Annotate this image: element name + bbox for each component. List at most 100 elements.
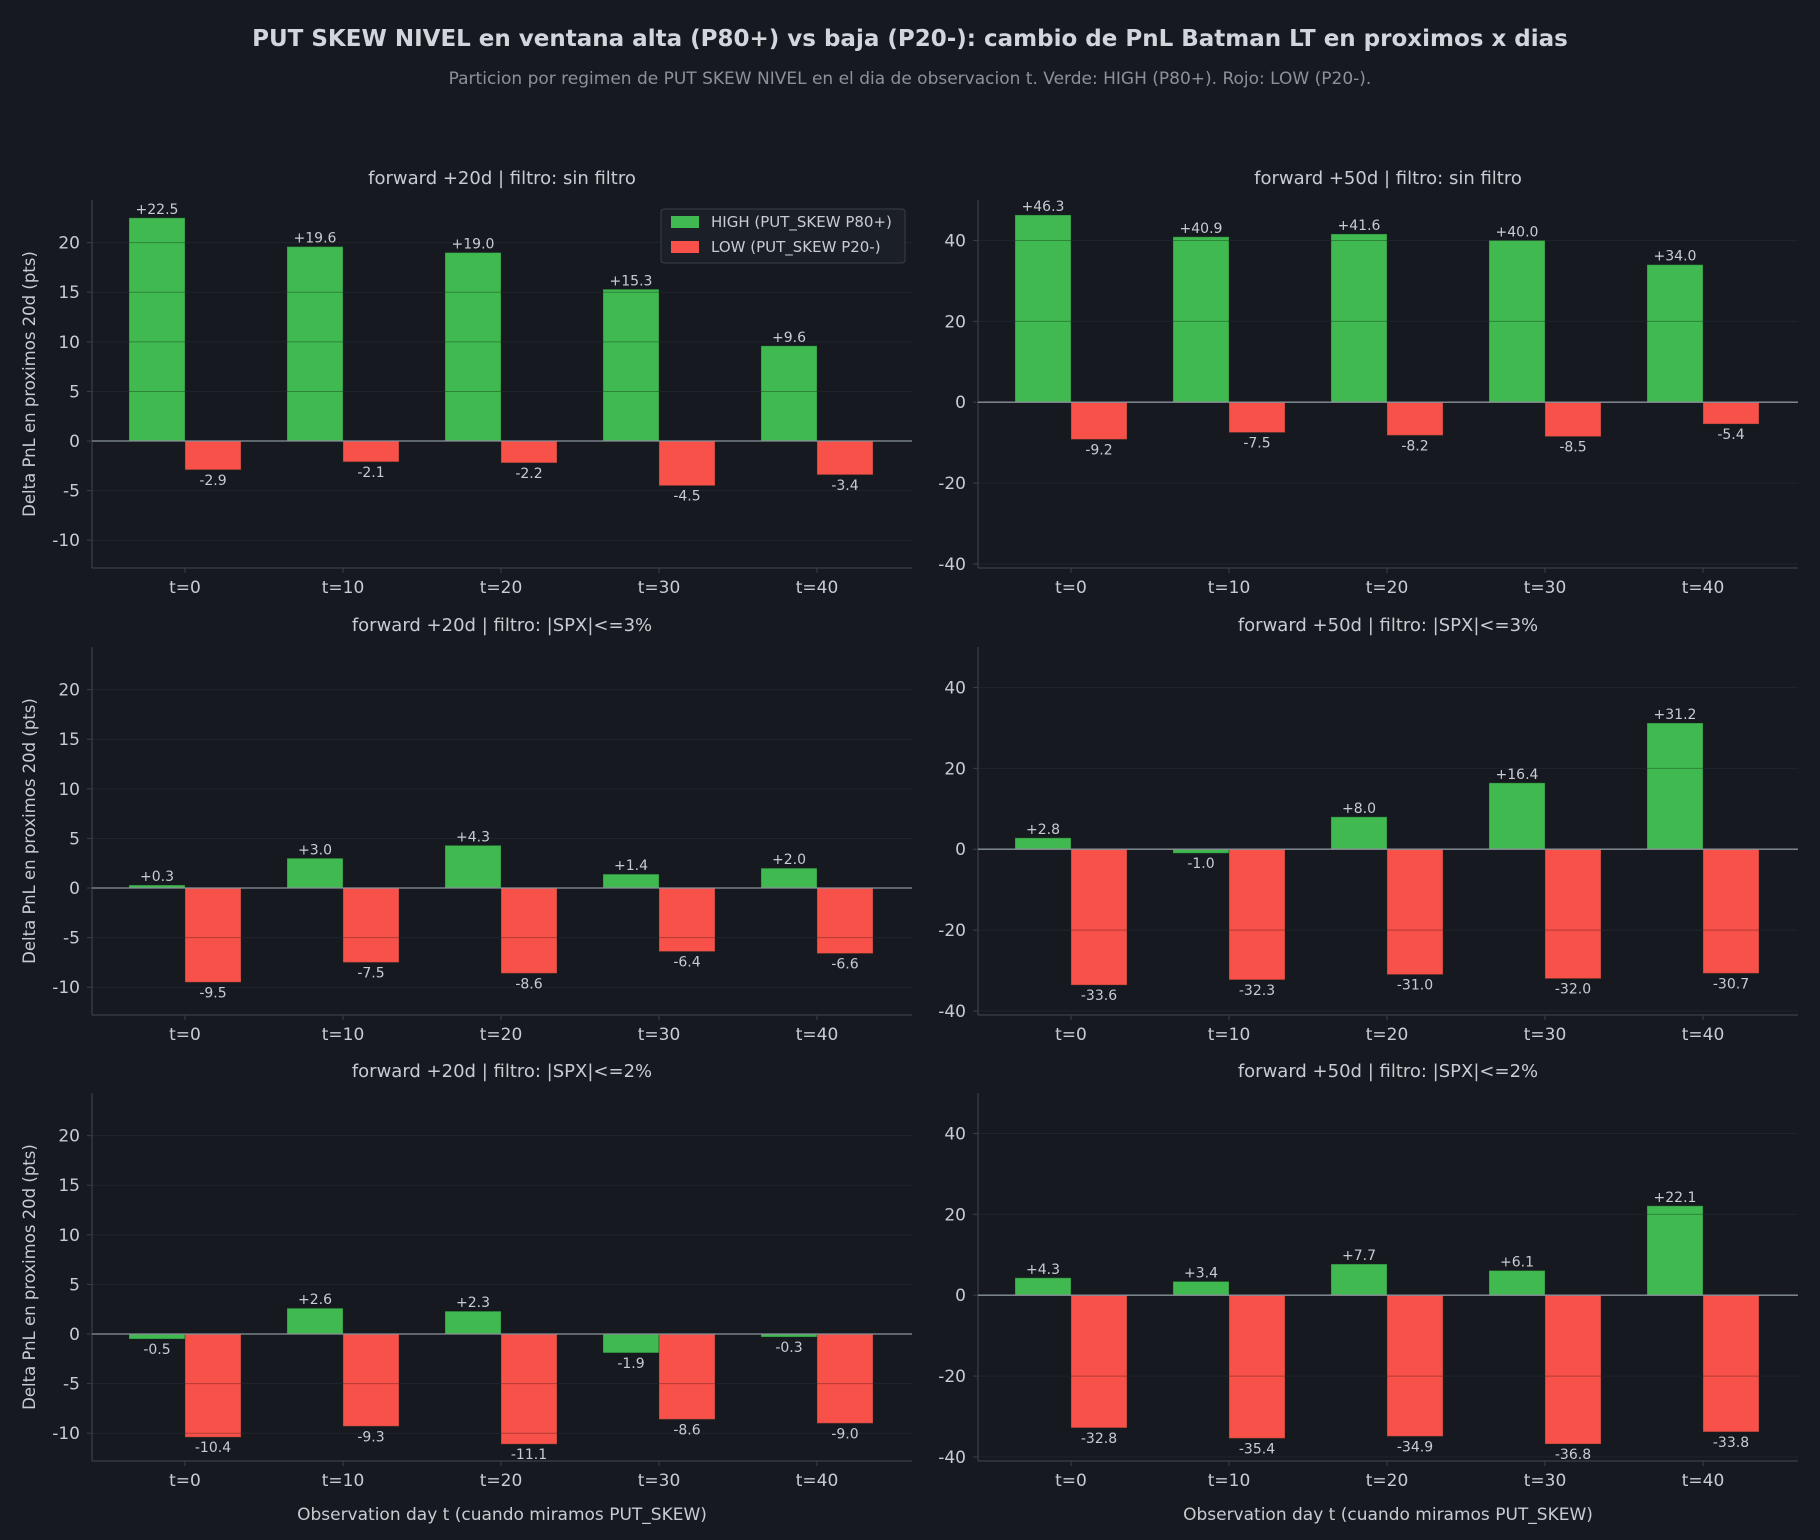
x-tick-label: t=0 [1055,578,1087,598]
bar-low-t=0 [1070,848,1128,986]
y-tick-label: -5 [63,482,80,502]
chart-panel-3: -10 -5 0 5 10 15 20 forward +20d | filtro: |SPX… [20,615,912,1045]
bar-value-label: +2.0 [772,852,806,868]
bar-value-label: -33.8 [1713,1435,1749,1451]
bar-value-label: -6.4 [673,955,700,971]
bar-high-t=20 [444,1310,502,1335]
panel-title: forward +50d | filtro: |SPX|<=2% [1238,1061,1538,1082]
bar-high-t=0 [128,1333,186,1340]
bar-value-label: -0.5 [143,1342,170,1358]
bar-value-label: +9.6 [772,330,806,346]
bar-high-t=0 [1014,214,1072,403]
bar-value-label: -5.4 [1717,427,1744,443]
bar-value-label: +2.3 [456,1295,490,1311]
bar-value-label: +19.0 [452,237,495,253]
x-tick-label: t=10 [1208,578,1251,598]
bar-low-t=30 [1544,848,1602,980]
x-tick-label: t=30 [1524,578,1567,598]
bar-value-label: -32.0 [1555,982,1591,998]
x-tick-label: t=10 [322,1471,365,1491]
bar-high-t=40 [1646,264,1704,403]
bar-value-label: +7.7 [1342,1248,1376,1264]
bar-value-label: +15.3 [610,273,653,289]
bar-low-t=0 [1070,1294,1128,1429]
bar-value-label: -33.6 [1081,988,1117,1004]
y-tick-label: -10 [52,1424,80,1444]
bar-value-label: -34.9 [1397,1439,1433,1455]
bar-low-t=10 [1228,401,1286,434]
legend-label-low: LOW (PUT_SKEW P20-) [711,238,881,257]
panel-title: forward +50d | filtro: |SPX|<=3% [1238,615,1538,636]
bar-value-label: -31.0 [1397,978,1433,994]
bar-high-t=30 [602,873,660,889]
bar-high-t=30 [602,288,660,442]
y-tick-label: 20 [944,759,966,779]
x-tick-label: t=30 [1524,1471,1567,1491]
bar-value-label: -2.1 [357,465,384,481]
bar-low-t=10 [1228,1294,1286,1439]
chart-panel-6: -40 -20 0 20 40 forward +50d | filtro: |SPX|<… [938,1061,1798,1525]
bar-high-t=20 [444,844,502,889]
x-tick-label: t=0 [169,578,201,598]
bar-value-label: +3.4 [1184,1265,1218,1281]
x-tick-label: t=40 [796,578,839,598]
bar-value-label: -1.0 [1187,856,1214,872]
x-tick-label: t=30 [638,1471,681,1491]
bar-value-label: -9.0 [831,1426,858,1442]
bar-value-label: -9.2 [1085,442,1112,458]
bar-value-label: +34.0 [1654,249,1697,265]
bar-value-label: +19.6 [294,231,337,247]
y-axis-label: Delta PnL en proximos 20d (pts) [20,698,39,964]
y-tick-label: -20 [938,921,966,941]
panel-title: forward +20d | filtro: |SPX|<=2% [352,1061,652,1082]
bar-high-t=30 [1488,782,1546,850]
x-tick-label: t=10 [322,1025,365,1045]
y-tick-label: -5 [63,1375,80,1395]
chart-panel-2: -40 -20 0 20 40 forward +50d | filtro: sin fi… [938,168,1798,598]
bar-value-label: -10.4 [195,1440,231,1456]
x-tick-label: t=10 [1208,1025,1251,1045]
y-tick-label: 15 [58,1176,80,1196]
y-tick-label: 5 [69,1275,80,1295]
bar-high-t=20 [1330,233,1388,403]
bar-value-label: +4.3 [456,829,490,845]
x-tick-label: t=20 [480,1025,523,1045]
x-axis-label: Observation day t (cuando miramos PUT_SK… [297,1505,707,1525]
y-tick-label: -5 [63,929,80,949]
y-tick-label: 10 [58,780,80,800]
bar-value-label: +22.5 [136,202,179,218]
bar-low-t=20 [1386,1294,1444,1437]
bar-low-t=0 [184,440,242,471]
y-tick-label: -40 [938,555,966,575]
legend: HIGH (PUT_SKEW P80+) LOW (PUT_SKEW P20-) [660,208,906,264]
bar-value-label: -6.6 [831,957,858,973]
bar-value-label: +31.2 [1654,707,1697,723]
x-axis-label: Observation day t (cuando miramos PUT_SK… [1183,1505,1593,1525]
y-tick-label: -40 [938,1448,966,1468]
bar-value-label: +2.6 [298,1292,332,1308]
bar-high-t=30 [1488,239,1546,403]
bar-low-t=10 [1228,848,1286,981]
x-tick-label: t=40 [796,1025,839,1045]
bar-high-t=10 [1172,1280,1230,1296]
bar-value-label: -8.6 [515,976,542,992]
bar-high-t=20 [1330,816,1388,850]
bar-high-t=30 [602,1333,660,1354]
y-tick-label: 10 [58,1226,80,1246]
bar-low-t=20 [500,1333,558,1445]
y-tick-label: 15 [58,283,80,303]
y-tick-label: 0 [955,393,966,413]
bar-low-t=30 [1544,1294,1602,1445]
bar-low-t=0 [184,887,242,983]
bar-low-t=20 [1386,848,1444,976]
y-tick-label: 0 [69,432,80,452]
bar-high-t=0 [1014,837,1072,850]
bar-high-t=40 [1646,1205,1704,1296]
x-tick-label: t=30 [638,578,681,598]
legend-swatch-low [671,241,699,253]
bar-value-label: +1.4 [614,858,648,874]
bar-value-label: -2.2 [515,466,542,482]
y-tick-label: 0 [955,840,966,860]
bar-value-label: +41.6 [1338,218,1381,234]
